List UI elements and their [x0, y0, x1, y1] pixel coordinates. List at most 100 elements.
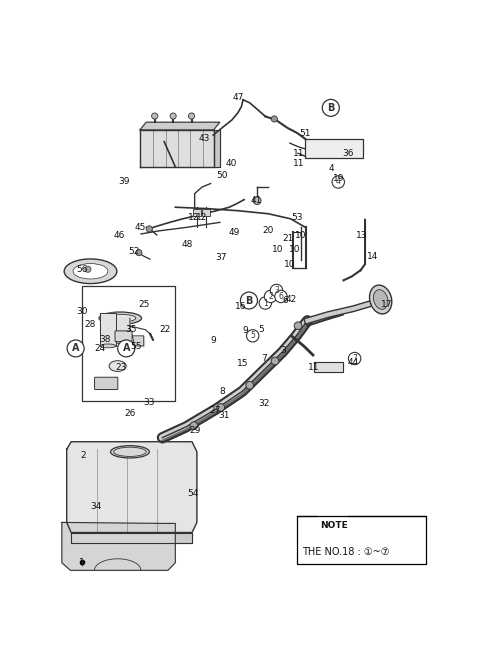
Circle shape	[152, 113, 158, 119]
Text: THE NO.18 : ①~⑦: THE NO.18 : ①~⑦	[302, 547, 389, 557]
Text: 1: 1	[80, 558, 85, 567]
Text: 10: 10	[288, 244, 300, 253]
Circle shape	[247, 329, 259, 342]
Text: 36: 36	[343, 149, 354, 158]
Ellipse shape	[105, 314, 136, 322]
Text: 1: 1	[263, 299, 268, 308]
Circle shape	[170, 113, 176, 119]
Text: 11: 11	[293, 159, 305, 168]
Text: 12: 12	[188, 213, 200, 222]
Text: 49: 49	[228, 228, 240, 237]
Text: 41: 41	[251, 196, 262, 205]
Ellipse shape	[370, 285, 392, 314]
Text: 52: 52	[128, 246, 139, 255]
Text: 38: 38	[100, 335, 111, 345]
Text: 20: 20	[263, 227, 274, 235]
Text: 5: 5	[258, 326, 264, 334]
Text: 32: 32	[258, 400, 270, 409]
Text: 56: 56	[76, 265, 87, 274]
Text: 9: 9	[242, 326, 248, 335]
Circle shape	[264, 290, 277, 303]
Ellipse shape	[73, 263, 108, 279]
Text: 23: 23	[116, 363, 127, 371]
Text: NOTE: NOTE	[321, 521, 348, 530]
FancyBboxPatch shape	[297, 515, 426, 563]
Text: 28: 28	[85, 320, 96, 329]
Text: 55: 55	[131, 343, 142, 352]
Text: 26: 26	[124, 409, 136, 419]
Text: 8: 8	[219, 387, 225, 396]
Ellipse shape	[110, 445, 149, 458]
Text: 7: 7	[352, 354, 357, 363]
Text: 10: 10	[284, 259, 296, 269]
Polygon shape	[140, 130, 214, 167]
Polygon shape	[100, 313, 116, 346]
Circle shape	[240, 292, 257, 309]
Circle shape	[190, 422, 198, 430]
Circle shape	[332, 176, 345, 188]
Circle shape	[67, 340, 84, 357]
Text: 5: 5	[250, 331, 255, 341]
Text: 34: 34	[91, 502, 102, 511]
Text: 4: 4	[329, 164, 335, 173]
Text: 53: 53	[291, 213, 303, 222]
FancyBboxPatch shape	[115, 331, 132, 342]
Text: 10: 10	[295, 231, 307, 240]
Text: 43: 43	[199, 134, 210, 143]
Text: 37: 37	[215, 253, 227, 262]
Circle shape	[189, 113, 194, 119]
Text: 25: 25	[138, 300, 149, 309]
Text: A: A	[122, 343, 130, 354]
Text: B: B	[245, 295, 252, 305]
Text: 48: 48	[181, 240, 193, 248]
Text: 3: 3	[280, 346, 286, 356]
Circle shape	[259, 297, 272, 309]
Text: 7: 7	[261, 354, 267, 363]
Text: 50: 50	[216, 171, 228, 180]
Text: 47: 47	[232, 93, 243, 102]
Text: 51: 51	[300, 128, 311, 138]
Ellipse shape	[100, 344, 116, 348]
Circle shape	[271, 116, 277, 122]
Polygon shape	[214, 130, 220, 167]
FancyBboxPatch shape	[192, 209, 201, 216]
Text: 2: 2	[80, 451, 86, 460]
Text: 31: 31	[218, 411, 229, 420]
Circle shape	[146, 226, 152, 232]
Text: 19: 19	[333, 174, 344, 183]
Text: 30: 30	[77, 307, 88, 316]
Text: 35: 35	[126, 326, 137, 334]
FancyBboxPatch shape	[202, 209, 210, 216]
Text: 10: 10	[272, 244, 283, 253]
Ellipse shape	[373, 290, 388, 309]
Text: 11: 11	[293, 149, 305, 158]
FancyBboxPatch shape	[305, 139, 363, 158]
Text: 39: 39	[118, 178, 130, 187]
FancyBboxPatch shape	[95, 377, 118, 390]
Circle shape	[275, 290, 287, 303]
Circle shape	[271, 357, 279, 365]
Circle shape	[85, 266, 91, 272]
Text: 29: 29	[189, 426, 200, 435]
Circle shape	[246, 381, 253, 389]
Text: 45: 45	[134, 223, 145, 232]
Polygon shape	[140, 122, 220, 130]
Polygon shape	[111, 318, 130, 343]
Text: 15: 15	[237, 359, 248, 368]
Text: 33: 33	[144, 398, 155, 407]
Ellipse shape	[64, 259, 117, 284]
Text: 21: 21	[282, 234, 293, 244]
FancyBboxPatch shape	[82, 286, 175, 401]
Text: 42: 42	[286, 295, 297, 304]
Polygon shape	[314, 362, 344, 372]
Circle shape	[322, 100, 339, 117]
Polygon shape	[67, 441, 197, 533]
Circle shape	[118, 340, 135, 357]
Text: 40: 40	[226, 159, 237, 168]
Text: 27: 27	[210, 406, 221, 415]
Text: 14: 14	[367, 252, 378, 261]
Text: B: B	[327, 103, 335, 113]
Polygon shape	[62, 523, 175, 571]
Text: 6: 6	[278, 292, 283, 301]
Text: 46: 46	[113, 231, 124, 240]
